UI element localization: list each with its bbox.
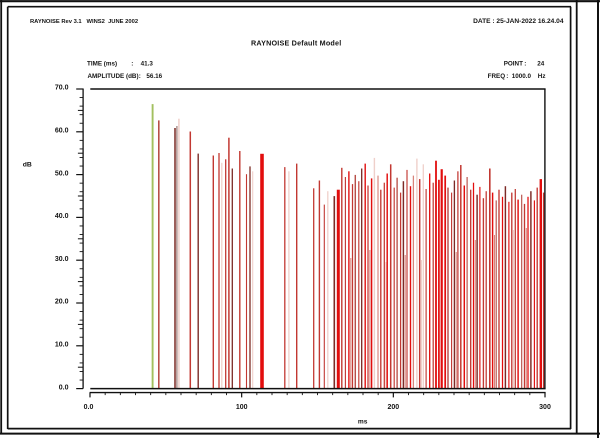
svg-text:AMPLITUDE (dB):56.16: AMPLITUDE (dB): 56.16 — [88, 73, 163, 80]
svg-text:200: 200 — [387, 404, 399, 411]
svg-text:60.0: 60.0 — [55, 128, 69, 135]
svg-text:DATE : 25-JAN-2022 16.24.04: DATE : 25-JAN-2022 16.24.04 — [473, 18, 564, 25]
svg-text:30.0: 30.0 — [55, 256, 69, 263]
svg-text:50.0: 50.0 — [55, 170, 69, 177]
svg-text:40.0: 40.0 — [55, 213, 69, 220]
svg-text:0.0: 0.0 — [59, 384, 69, 391]
svg-text:100: 100 — [236, 404, 248, 411]
svg-text:POINT:24: POINT: 24 — [504, 60, 545, 67]
svg-text:RAYNOISE Rev 3.1 WINS2 JUNE: RAYNOISE Rev 3.1 WINS2 JUNE 2002 — [30, 19, 138, 25]
svg-text:TIME (ms):41.3: TIME (ms):41.3 — [87, 60, 153, 67]
svg-text:10.0: 10.0 — [55, 342, 69, 349]
svg-text:RAYNOISE Default Model: RAYNOISE Default Model — [251, 39, 341, 48]
svg-text:FREQ:1000.0Hz: FREQ: 1000.0 Hz — [488, 73, 546, 80]
svg-text:0.0: 0.0 — [84, 404, 94, 411]
svg-text:300: 300 — [539, 404, 551, 411]
svg-text:dB: dB — [23, 162, 32, 169]
svg-text:70.0: 70.0 — [55, 85, 69, 92]
svg-text:ms: ms — [358, 418, 368, 425]
svg-text:20.0: 20.0 — [55, 299, 69, 306]
